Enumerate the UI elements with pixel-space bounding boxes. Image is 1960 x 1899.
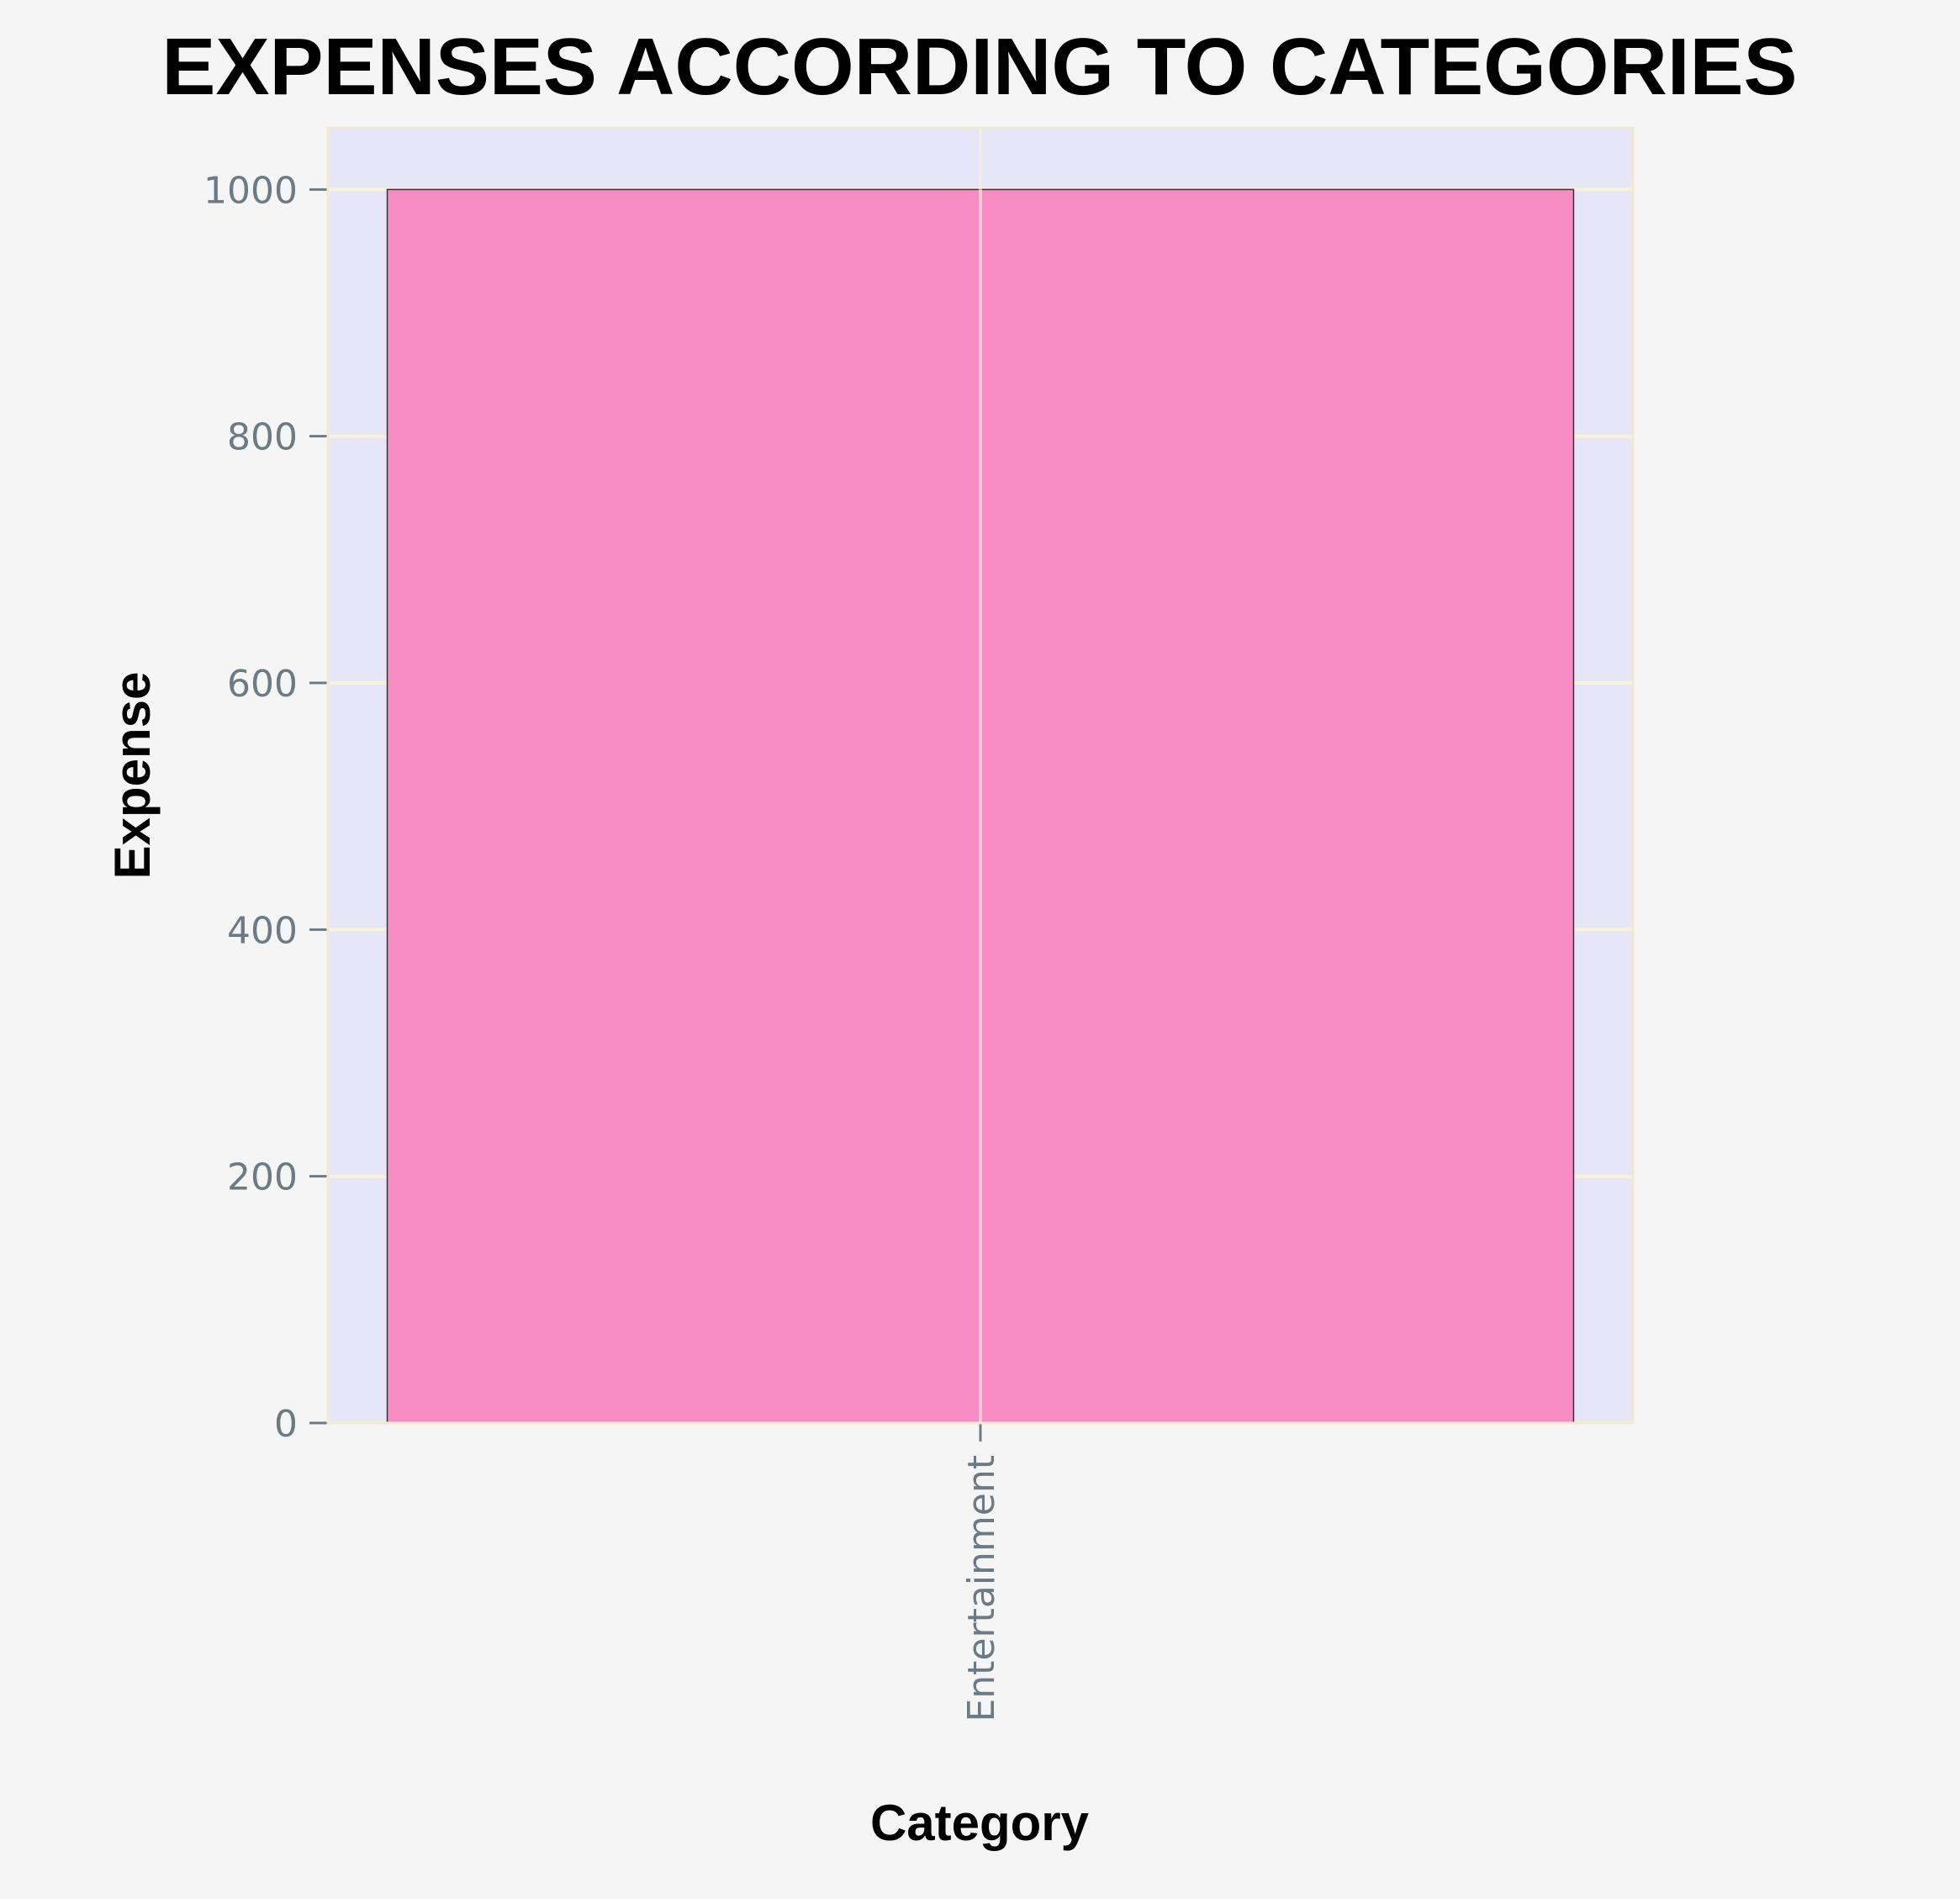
x-axis-label: Category: [870, 1795, 1090, 1851]
y-tick-label: 0: [274, 1403, 298, 1446]
y-tick-label: 800: [227, 416, 298, 459]
y-tick-label: 600: [227, 663, 298, 706]
y-tick-label: 200: [227, 1156, 298, 1199]
y-tick-label: 1000: [203, 169, 298, 212]
y-axis-ticks: 0 200 400 600 800 1000: [203, 169, 328, 1446]
plot-border: [326, 126, 1635, 1425]
y-axis-label: Expense: [104, 672, 161, 880]
x-tick-label: Entertainment: [960, 1455, 1003, 1722]
x-axis-ticks: Entertainment: [960, 1423, 1003, 1722]
y-tick-label: 400: [227, 909, 298, 952]
chart-title: EXPENSES ACCORDING TO CATEGORIES: [161, 22, 1797, 112]
